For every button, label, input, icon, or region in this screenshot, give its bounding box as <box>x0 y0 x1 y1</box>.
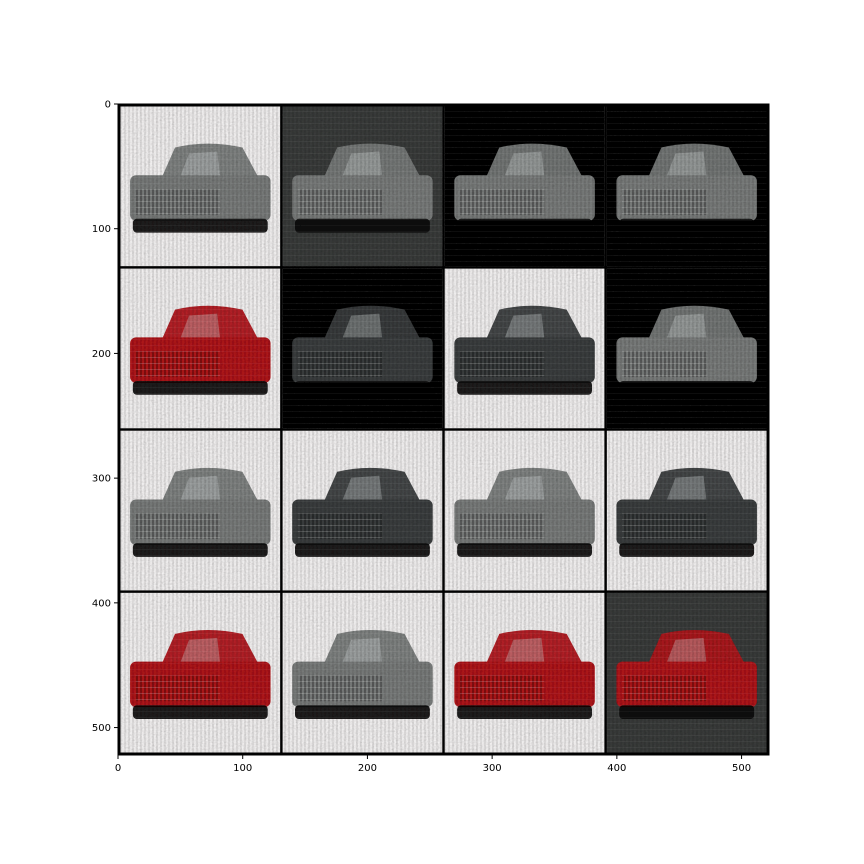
x-tick-label: 400 <box>607 763 626 774</box>
image-tile <box>282 430 443 591</box>
x-tick-label: 200 <box>358 763 377 774</box>
y-tick-label: 200 <box>92 349 111 360</box>
y-tick-label: 0 <box>105 100 111 111</box>
image-tile <box>444 430 605 591</box>
image-tile <box>120 268 281 429</box>
x-tick-label: 0 <box>115 763 121 774</box>
x-tick-label: 300 <box>483 763 502 774</box>
image-tile <box>606 592 767 753</box>
y-tick-label: 500 <box>92 723 111 734</box>
image-tile <box>120 430 281 591</box>
image-tile <box>282 106 443 267</box>
image-tile <box>120 106 281 267</box>
image-tile <box>444 592 605 753</box>
image-tile <box>606 430 767 591</box>
y-tick-label: 100 <box>92 224 111 235</box>
image-tile <box>282 592 443 753</box>
y-tick-label: 400 <box>92 598 111 609</box>
image-tile <box>444 106 605 267</box>
image-tile <box>444 268 605 429</box>
axes-layer: 0 100 200 300 400 500 0 100 200 300 400 500 <box>92 100 770 774</box>
image-tile <box>120 592 281 753</box>
image-tile <box>606 268 767 429</box>
y-tick-label: 300 <box>92 474 111 485</box>
image-tile <box>606 106 767 267</box>
axes-spines <box>117 103 770 756</box>
x-tick-label: 500 <box>732 763 751 774</box>
tiles-layer <box>120 106 767 753</box>
x-tick-label: 100 <box>233 763 252 774</box>
image-tile <box>282 268 443 429</box>
